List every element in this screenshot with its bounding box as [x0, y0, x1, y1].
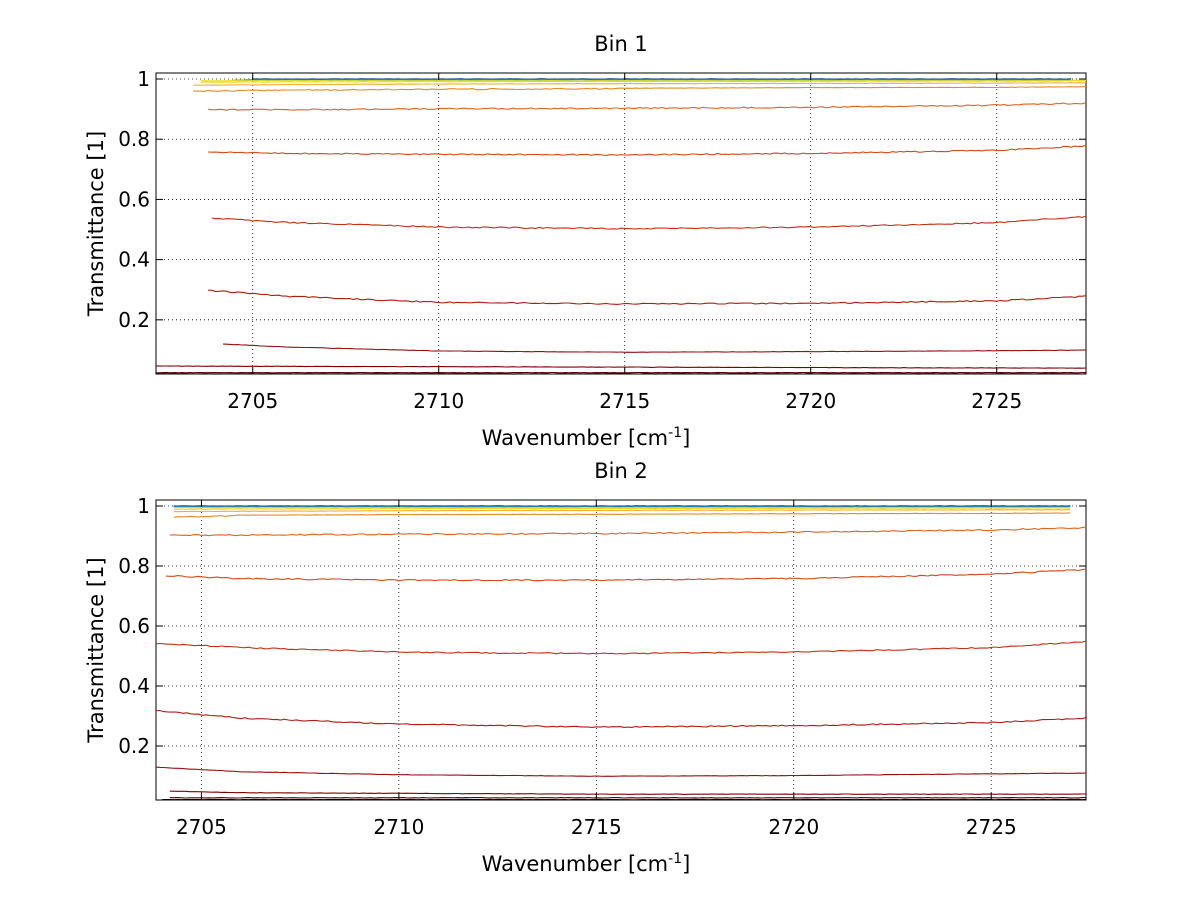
series-line — [173, 509, 1071, 513]
series-line — [173, 512, 1071, 518]
series-line — [211, 215, 1087, 230]
x-axis-label-main: Wavenumber [cm — [482, 426, 668, 450]
series-line — [169, 526, 1087, 537]
series-line — [155, 365, 1087, 369]
series-line — [208, 289, 1087, 305]
y-tick-label: 0.8 — [118, 127, 150, 151]
y-tick-label: 0.6 — [118, 187, 150, 211]
x-tick-label: 2720 — [785, 389, 836, 413]
x-axis-label-superscript: -1 — [668, 851, 682, 867]
y-tick-label: 0.6 — [118, 614, 150, 638]
x-tick-label: 2715 — [571, 815, 622, 839]
series-line — [169, 790, 1086, 795]
axes-layer: 2705 2710 2715 2720 2725 0.2 0.4 0.6 0.8 1 — [118, 67, 1086, 413]
series-line — [155, 766, 1087, 777]
axes-layer: 2705 2710 2715 2720 2725 0.2 0.4 0.6 0.8 1 — [118, 494, 1086, 839]
x-axis-label: Wavenumber [cm-1] — [482, 851, 691, 876]
x-tick-label: 2720 — [768, 815, 819, 839]
series-line — [173, 507, 1071, 510]
y-tick-label: 0.4 — [118, 674, 150, 698]
chart-title: Bin 1 — [594, 32, 648, 56]
series-line — [155, 709, 1087, 728]
x-axis-label: Wavenumber [cm-1] — [482, 425, 691, 450]
series-layer — [155, 505, 1087, 801]
y-tick-label: 0.2 — [118, 308, 150, 332]
series-line — [155, 640, 1087, 655]
x-tick-label: 2710 — [413, 389, 464, 413]
y-tick-label: 0.2 — [118, 734, 150, 758]
series-line — [193, 82, 1087, 86]
series-line — [208, 144, 1087, 156]
x-tick-label: 2715 — [599, 389, 650, 413]
series-layer — [155, 78, 1087, 375]
x-axis-label-superscript: -1 — [668, 425, 682, 441]
x-tick-label: 2705 — [176, 815, 227, 839]
x-tick-label: 2705 — [227, 389, 278, 413]
x-axis-label-end: ] — [682, 426, 690, 450]
series-line — [193, 85, 1087, 92]
series-line — [208, 101, 1087, 111]
y-tick-label: 1 — [137, 494, 150, 518]
y-tick-label: 0.4 — [118, 248, 150, 272]
x-tick-label: 2725 — [966, 815, 1017, 839]
y-tick-label: 0.8 — [118, 554, 150, 578]
series-line — [165, 568, 1087, 582]
x-axis-label-main: Wavenumber [cm — [482, 852, 668, 876]
y-axis-label: Transmittance [1] — [84, 557, 108, 743]
x-tick-label: 2710 — [373, 815, 424, 839]
chart-title: Bin 2 — [594, 459, 648, 483]
x-tick-label: 2725 — [971, 389, 1022, 413]
y-tick-label: 1 — [137, 67, 150, 91]
series-line — [200, 80, 1087, 83]
y-axis-label: Transmittance [1] — [84, 131, 108, 317]
series-line — [222, 343, 1087, 353]
x-axis-label-end: ] — [682, 852, 690, 876]
